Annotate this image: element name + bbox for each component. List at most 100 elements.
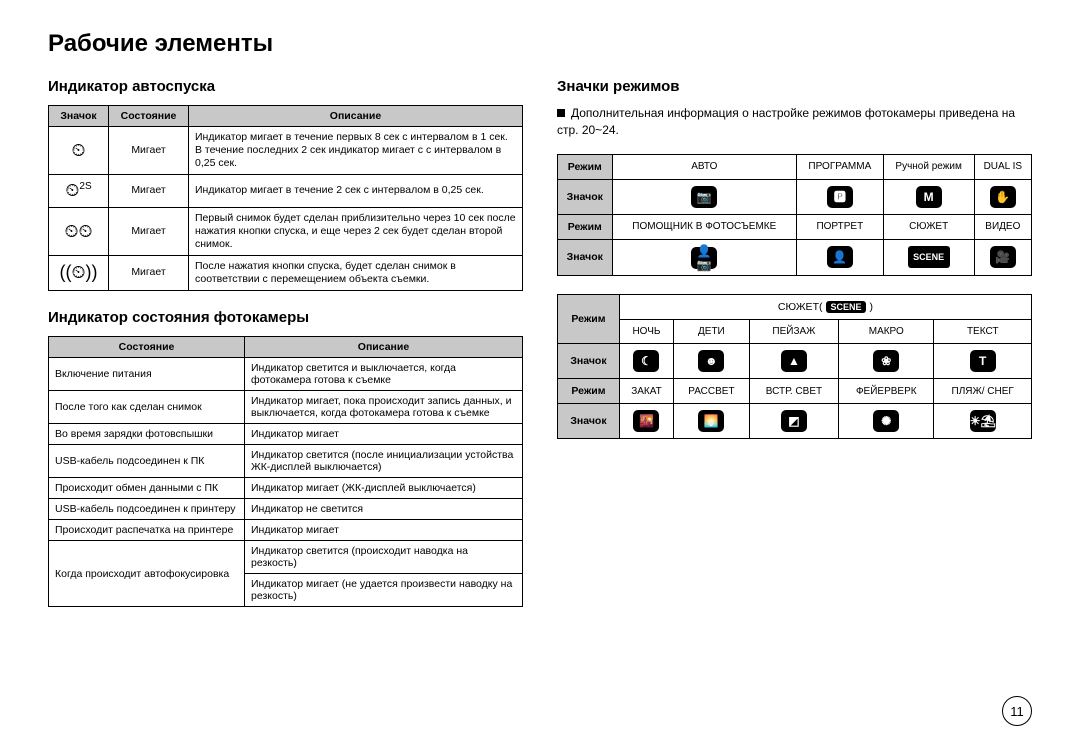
mode-cell: ДЕТИ bbox=[674, 319, 750, 344]
scene-text-icon: T bbox=[970, 350, 996, 372]
status-title: Индикатор состояния фотокамеры bbox=[48, 309, 523, 326]
table-row: Значок 🌇 🌅 ◩ ✺ ☀⛱ bbox=[558, 404, 1032, 439]
icon-cell: 📷 bbox=[612, 179, 796, 214]
page: Рабочие элементы Индикатор автоспуска Зн… bbox=[0, 0, 1080, 607]
state-cell: После того как сделан снимок bbox=[49, 391, 245, 424]
table-row: Режим ЗАКАТ РАССВЕТ ВСТР. СВЕТ ФЕЙЕРВЕРК… bbox=[558, 379, 1032, 404]
desc-cell: Индикатор мигает в течение первых 8 сек … bbox=[189, 127, 523, 175]
mode-cell: ЗАКАТ bbox=[619, 379, 673, 404]
table-row: Происходит обмен данными с ПКИндикатор м… bbox=[49, 478, 523, 499]
row-label-icon: Значок bbox=[558, 404, 620, 439]
scene-prefix: СЮЖЕТ( bbox=[778, 301, 823, 313]
table-row: USB-кабель подсоединен к ПКИндикатор све… bbox=[49, 445, 523, 478]
scene-suffix: ) bbox=[870, 301, 874, 313]
icon-cell: ✋ bbox=[974, 179, 1031, 214]
table-row: Происходит распечатка на принтереИндикат… bbox=[49, 520, 523, 541]
icon-cell: 👤📷 bbox=[612, 239, 796, 275]
mode-guide-icon: 👤📷 bbox=[691, 247, 717, 269]
left-column: Индикатор автоспуска Значок Состояние Оп… bbox=[48, 78, 523, 607]
desc-cell: Первый снимок будет сделан приблизительн… bbox=[189, 207, 523, 255]
mode-cell: ВСТР. СВЕТ bbox=[749, 379, 838, 404]
scene-pill-icon: SCENE bbox=[826, 301, 865, 313]
scene-dawn-icon: 🌅 bbox=[698, 410, 724, 432]
mode-cell: РАССВЕТ bbox=[674, 379, 750, 404]
intro-text: Дополнительная информация о настройке ре… bbox=[557, 106, 1015, 137]
desc-cell: Индикатор мигает bbox=[245, 424, 523, 445]
icon-cell: ✺ bbox=[839, 404, 934, 439]
modes-title: Значки режимов bbox=[557, 78, 1032, 95]
row-label-icon: Значок bbox=[558, 239, 613, 275]
row-label-icon: Значок bbox=[558, 179, 613, 214]
mode-cell: DUAL IS bbox=[974, 154, 1031, 179]
state-cell: Мигает bbox=[109, 255, 189, 290]
scene-night-icon: ☾ bbox=[633, 350, 659, 372]
table-row: Режим ПОМОЩНИК В ФОТОСЪЕМКЕ ПОРТРЕТ СЮЖЕ… bbox=[558, 214, 1032, 239]
selftimer-table: Значок Состояние Описание ⏲ Мигает Индик… bbox=[48, 105, 523, 291]
scene-beach-icon: ☀⛱ bbox=[970, 410, 996, 432]
desc-cell: После нажатия кнопки спуска, будет сдела… bbox=[189, 255, 523, 290]
state-cell: Мигает bbox=[109, 207, 189, 255]
desc-cell: Индикатор мигает (ЖК-дисплей выключается… bbox=[245, 478, 523, 499]
state-cell: Происходит обмен данными с ПК bbox=[49, 478, 245, 499]
state-cell: Мигает bbox=[109, 127, 189, 175]
icon-cell: ☻ bbox=[674, 344, 750, 379]
icon-cell: ◩ bbox=[749, 404, 838, 439]
table-row: Режим СЮЖЕТ(SCENE) bbox=[558, 294, 1032, 319]
table-row: ((⏲)) Мигает После нажатия кнопки спуска… bbox=[49, 255, 523, 290]
table-row: НОЧЬ ДЕТИ ПЕЙЗАЖ МАКРО ТЕКСТ bbox=[558, 319, 1032, 344]
mode-cell: ПОМОЩНИК В ФОТОСЪЕМКЕ bbox=[612, 214, 796, 239]
desc-cell: Индикатор мигает bbox=[245, 520, 523, 541]
icon-cell: ▲ bbox=[749, 344, 838, 379]
timer-double-icon: ⏲⏲ bbox=[64, 221, 92, 241]
modes-table-2: Режим СЮЖЕТ(SCENE) НОЧЬ ДЕТИ ПЕЙЗАЖ МАКР… bbox=[557, 294, 1032, 440]
icon-cell: 🎥 bbox=[974, 239, 1031, 275]
modes-table-1: Режим АВТО ПРОГРАММА Ручной режим DUAL I… bbox=[557, 154, 1032, 276]
icon-cell: 🅿 bbox=[797, 179, 884, 214]
scene-landscape-icon: ▲ bbox=[781, 350, 807, 372]
state-cell: Когда происходит автофокусировка bbox=[49, 541, 245, 607]
page-title: Рабочие элементы bbox=[48, 30, 1032, 58]
scene-backlight-icon: ◩ bbox=[781, 410, 807, 432]
mode-cell: СЮЖЕТ bbox=[883, 214, 974, 239]
col-icon: Значок bbox=[49, 106, 109, 127]
timer-icon-cell: ⏲2S bbox=[49, 175, 109, 207]
row-label-mode: Режим bbox=[558, 294, 620, 344]
table-row: Включение питанияИндикатор светится и вы… bbox=[49, 358, 523, 391]
col-state: Состояние bbox=[49, 337, 245, 358]
two-col-layout: Индикатор автоспуска Значок Состояние Оп… bbox=[48, 78, 1032, 607]
mode-cell: ПЕЙЗАЖ bbox=[749, 319, 838, 344]
timer-motion-icon: ((⏲)) bbox=[59, 262, 97, 282]
mode-dualis-icon: ✋ bbox=[990, 186, 1016, 208]
mode-cell: ПОРТРЕТ bbox=[797, 214, 884, 239]
table-row: ⏲⏲ Мигает Первый снимок будет сделан при… bbox=[49, 207, 523, 255]
icon-cell: ☀⛱ bbox=[934, 404, 1032, 439]
table-row: Значок 👤📷 👤 SCENE 🎥 bbox=[558, 239, 1032, 275]
scene-sunset-icon: 🌇 bbox=[633, 410, 659, 432]
icon-cell: ☾ bbox=[619, 344, 673, 379]
modes-intro: Дополнительная информация о настройке ре… bbox=[557, 105, 1032, 140]
row-label-mode: Режим bbox=[558, 154, 613, 179]
table-header-row: Состояние Описание bbox=[49, 337, 523, 358]
state-cell: Включение питания bbox=[49, 358, 245, 391]
table-row: USB-кабель подсоединен к принтеруИндикат… bbox=[49, 499, 523, 520]
mode-cell: АВТО bbox=[612, 154, 796, 179]
mode-cell: ФЕЙЕРВЕРК bbox=[839, 379, 934, 404]
icon-cell: 🌇 bbox=[619, 404, 673, 439]
desc-cell: Индикатор мигает, пока происходит запись… bbox=[245, 391, 523, 424]
state-cell: Во время зарядки фотовспышки bbox=[49, 424, 245, 445]
state-cell: Происходит распечатка на принтере bbox=[49, 520, 245, 541]
desc-cell: Индикатор мигает в течение 2 сек с интер… bbox=[189, 175, 523, 207]
mode-video-icon: 🎥 bbox=[990, 246, 1016, 268]
mode-cell: ТЕКСТ bbox=[934, 319, 1032, 344]
mode-scene-icon: SCENE bbox=[908, 246, 950, 268]
timer-icon: ⏲ bbox=[71, 140, 85, 160]
timer-2s-icon: ⏲ bbox=[65, 180, 79, 200]
right-column: Значки режимов Дополнительная информация… bbox=[557, 78, 1032, 607]
col-desc: Описание bbox=[189, 106, 523, 127]
desc-cell: Индикатор светится (происходит наводка н… bbox=[245, 541, 523, 574]
icon-cell: 👤 bbox=[797, 239, 884, 275]
mode-cell: ПЛЯЖ/ СНЕГ bbox=[934, 379, 1032, 404]
table-row: Режим АВТО ПРОГРАММА Ручной режим DUAL I… bbox=[558, 154, 1032, 179]
page-number: 11 bbox=[1002, 696, 1032, 726]
mode-cell: ВИДЕО bbox=[974, 214, 1031, 239]
